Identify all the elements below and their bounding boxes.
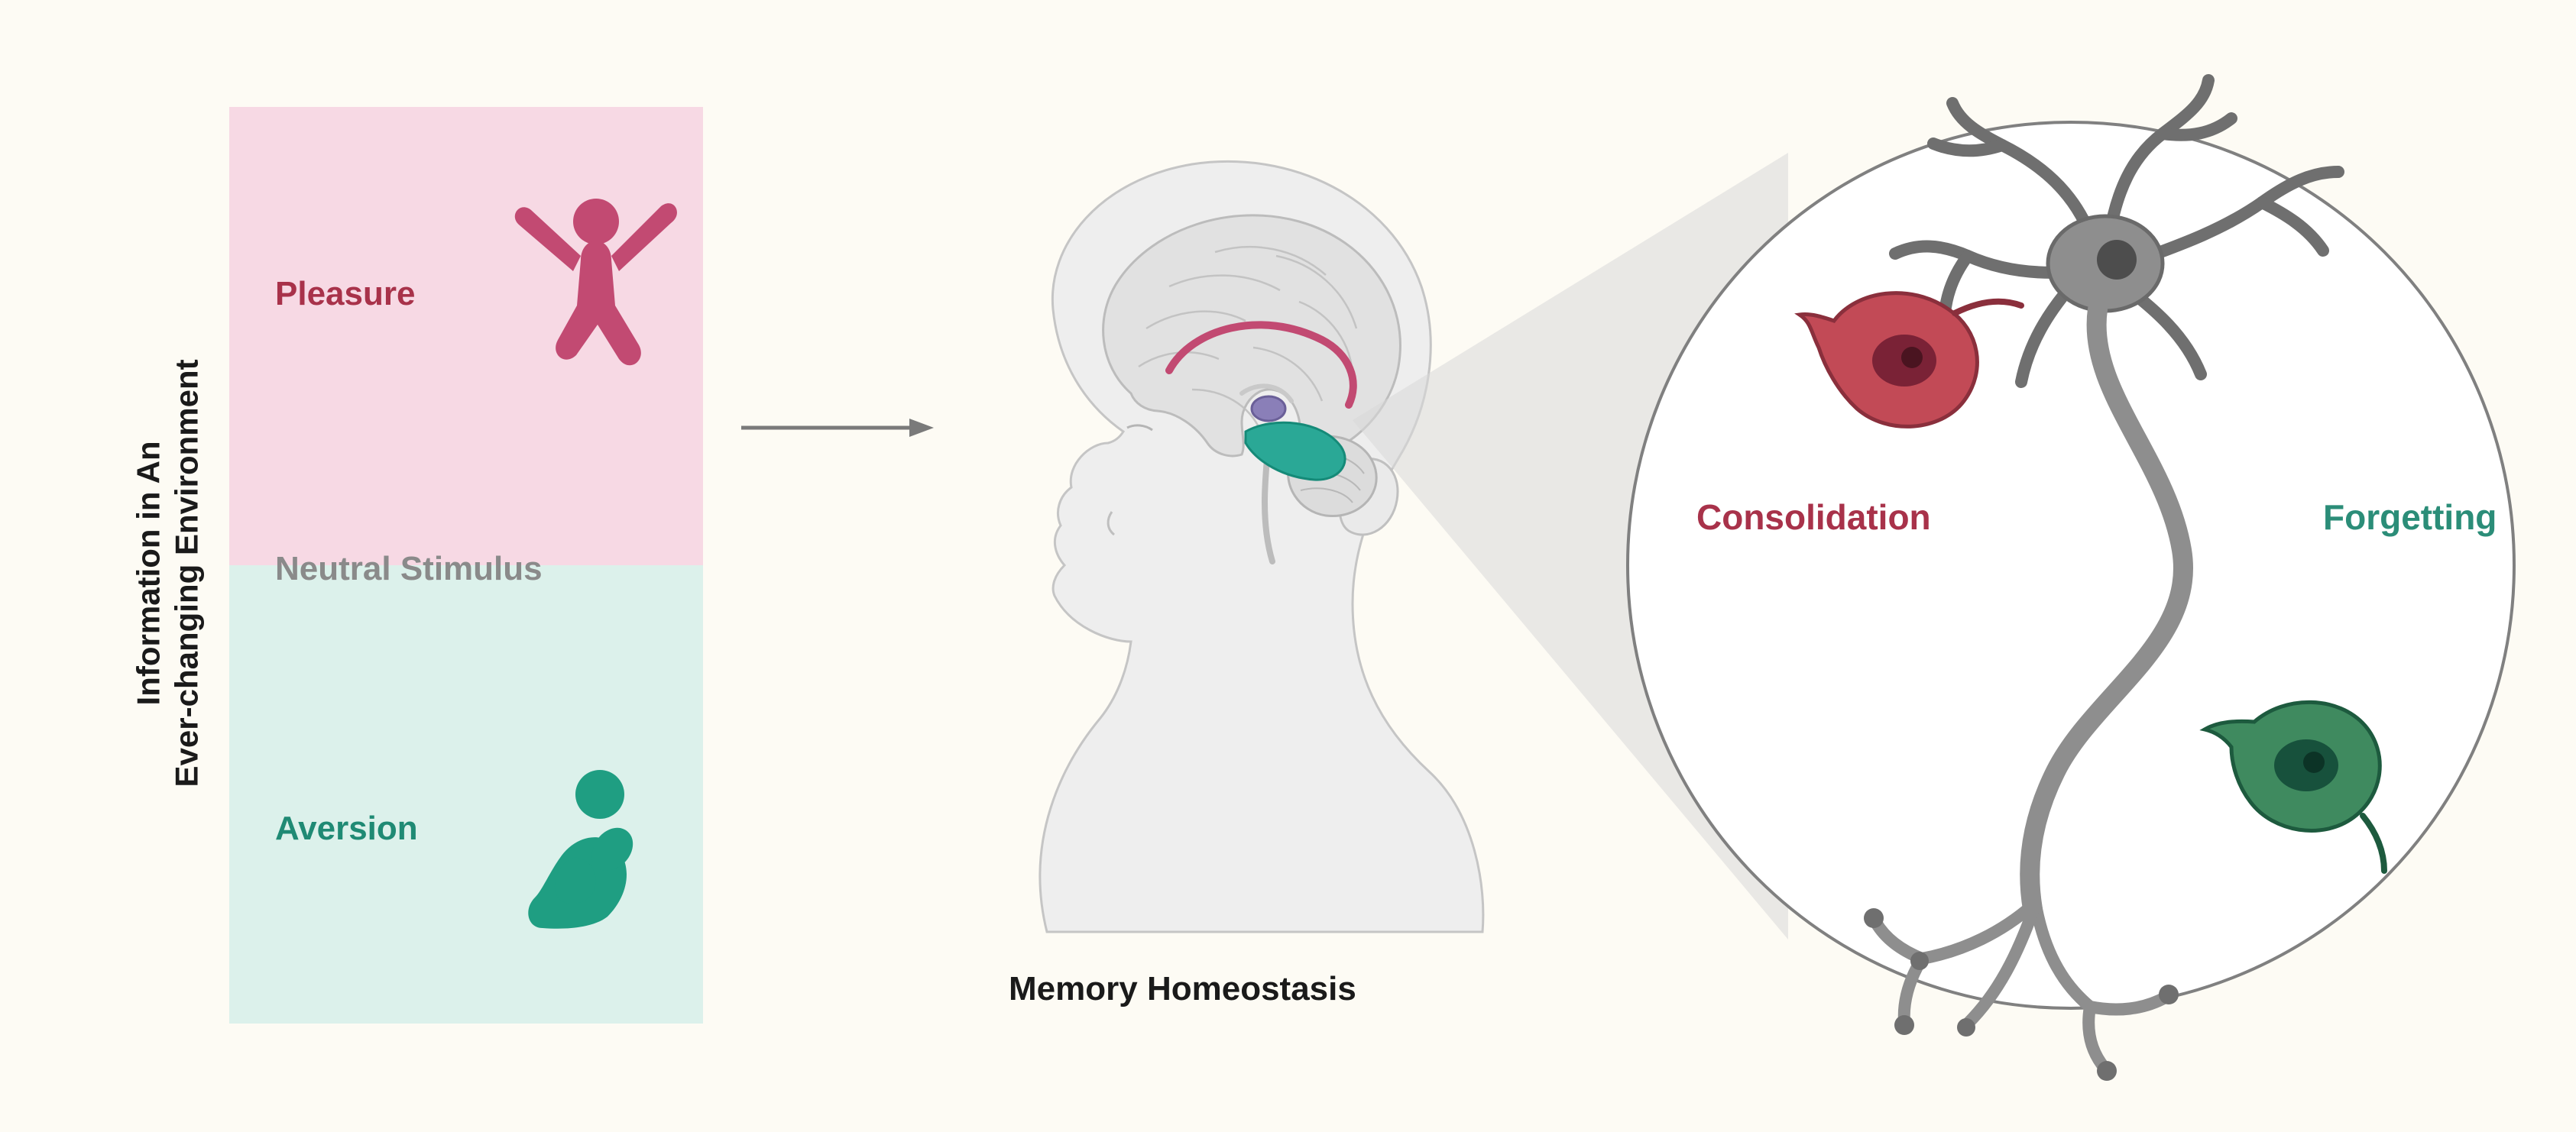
axis-label-line1: Information in An [130,306,168,840]
arrow-icon [734,405,940,451]
memory-homeostasis-caption: Memory Homeostasis [1009,970,1356,1008]
consolidation-label: Consolidation [1696,496,1931,538]
axis-label: Information in An Ever-changing Environm… [130,306,207,840]
neutral-label: Neutral Stimulus [275,550,543,588]
stimulus-panel: Pleasure Neutral Stimulus Aversion [229,107,703,1024]
pleasure-label: Pleasure [275,275,415,313]
diagram-canvas: Information in An Ever-changing Environm… [0,0,2576,1132]
forgetting-label: Forgetting [2323,496,2497,538]
aversion-icon [497,756,672,940]
pleasure-icon [504,180,680,378]
neuron-zoom-circle [1620,31,2522,1100]
aversion-label: Aversion [275,810,418,848]
axis-label-line2: Ever-changing Environment [168,306,206,840]
